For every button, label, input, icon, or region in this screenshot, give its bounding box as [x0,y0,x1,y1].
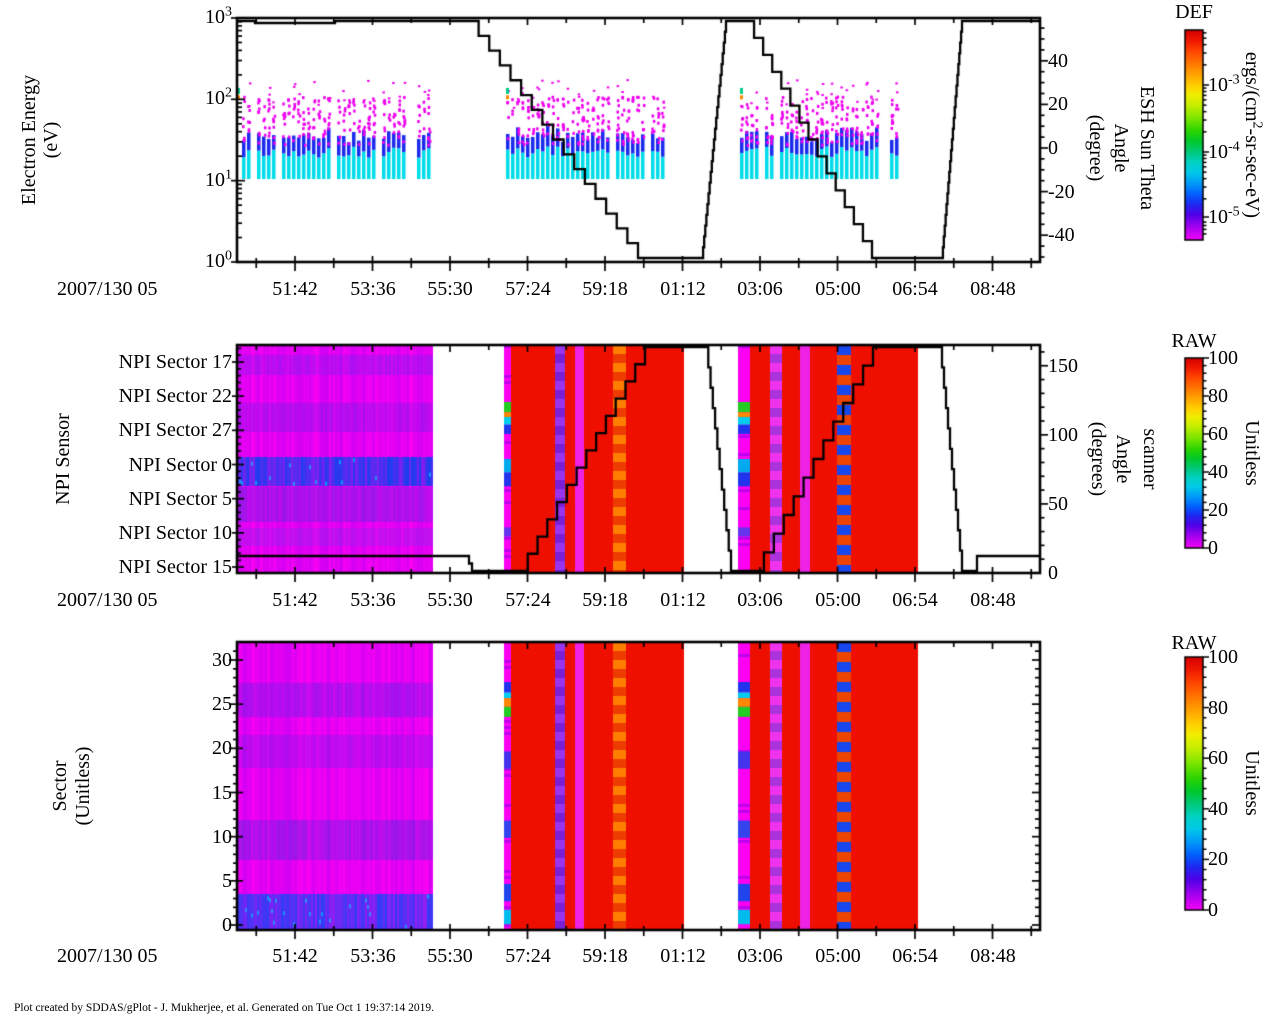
colorbar-tick-label: 0 [1208,899,1218,921]
colorbar-unit-label: Unitless [1241,750,1263,816]
colorbar-unit-label: Unitless [1241,420,1263,486]
right-tick-label: 40 [1048,50,1068,72]
y-tick-label: 0 [222,914,232,936]
x-tick-label: 51:42 [272,278,318,300]
x-tick-label: 05:00 [815,278,861,300]
panel3-left-title-units: (Unitless) [72,746,94,826]
colorbar-tick-label: 80 [1208,385,1228,407]
right-tick-label: 100 [1048,424,1078,446]
right-tick-label: 20 [1048,93,1068,115]
colorbar-tick-label: 80 [1208,697,1228,719]
x-tick-label: 55:30 [427,589,473,611]
colorbar-tick-label: 10-3 [1208,72,1240,96]
panel3-left-title: Sector [49,760,71,812]
panel2-right-title: scanner [1139,428,1161,490]
x-tick-label: 57:24 [505,945,551,967]
footer-credit: Plot created by SDDAS/gPlot - J. Mukherj… [14,1002,435,1014]
date-label: 2007/130 05 [57,589,158,611]
colorbar-title: RAW [1171,330,1217,352]
x-tick-label: 53:36 [350,589,396,611]
x-tick-label: 03:06 [737,589,783,611]
y-tick-label: 5 [222,870,232,892]
y-tick-label: NPI Sector 5 [128,488,232,510]
colorbar-tick-label: 20 [1208,499,1228,521]
colorbar-tick-label: 100 [1208,646,1238,668]
x-tick-label: 51:42 [272,945,318,967]
x-tick-label: 01:12 [660,945,706,967]
colorbar-tick-label: 40 [1208,461,1228,483]
x-tick-label: 55:30 [427,278,473,300]
panel2-right-title-units: (degrees) [1087,421,1109,497]
y-tick-label: 10 [212,826,232,848]
panel1-right-title-units: (degree) [1085,114,1107,182]
y-tick-label: NPI Sector 10 [118,522,232,544]
right-tick-label: 0 [1048,137,1058,159]
x-tick-label: 05:00 [815,589,861,611]
panel2-left-title: NPI Sensor [52,413,74,505]
x-tick-label: 59:18 [582,278,628,300]
colorbar-unit-label: ergs/(cm2-sr-sec-eV) [1241,51,1265,219]
date-label: 2007/130 05 [57,945,158,967]
date-label: 2007/130 05 [57,278,158,300]
x-tick-label: 03:06 [737,945,783,967]
colorbar-title: DEF [1175,1,1213,23]
x-tick-label: 06:54 [892,945,938,967]
colorbar-tick-label: 40 [1208,798,1228,820]
x-tick-label: 53:36 [350,278,396,300]
x-tick-label: 05:00 [815,945,861,967]
x-tick-label: 01:12 [660,589,706,611]
y-tick-label: 102 [205,85,232,109]
y-tick-label: NPI Sector 27 [118,419,232,441]
panel1-right-title-angle: Angle [1110,123,1132,173]
colorbar-tick-label: 100 [1208,347,1238,369]
y-tick-label: NPI Sector 15 [118,556,232,578]
x-tick-label: 53:36 [350,945,396,967]
colorbar-tick-label: 60 [1208,423,1228,445]
right-tick-label: 0 [1048,562,1058,584]
x-tick-label: 08:48 [970,945,1016,967]
x-tick-label: 08:48 [970,278,1016,300]
panel2-right-title-angle: Angle [1112,434,1134,484]
colorbar-tick-label: 20 [1208,848,1228,870]
y-tick-label: 15 [212,782,232,804]
right-tick-label: 50 [1048,493,1068,515]
x-tick-label: 06:54 [892,278,938,300]
right-tick-label: 150 [1048,355,1078,377]
y-tick-label: NPI Sector 0 [128,454,232,476]
y-tick-label: 100 [205,248,232,272]
y-tick-label: NPI Sector 22 [118,385,232,407]
x-tick-label: 51:42 [272,589,318,611]
y-tick-label: 30 [212,649,232,671]
x-tick-label: 57:24 [505,278,551,300]
x-tick-label: 01:12 [660,278,706,300]
y-tick-label: 20 [212,737,232,759]
colorbar-tick-label: 0 [1208,537,1218,559]
x-tick-label: 59:18 [582,589,628,611]
y-tick-label: 101 [205,167,232,191]
right-tick-label: -40 [1048,224,1075,246]
y-tick-label: NPI Sector 17 [118,351,232,373]
y-tick-label: 103 [205,4,232,28]
x-tick-label: 06:54 [892,589,938,611]
panel1-right-title: ESH Sun Theta [1136,85,1158,211]
x-tick-label: 03:06 [737,278,783,300]
x-tick-label: 08:48 [970,589,1016,611]
x-tick-label: 55:30 [427,945,473,967]
colorbar-tick-label: 10-4 [1208,139,1240,163]
right-tick-label: -20 [1048,181,1075,203]
colorbar-title: RAW [1171,632,1217,654]
panel1-left-title-units: (eV) [40,121,62,159]
x-tick-label: 59:18 [582,945,628,967]
x-tick-label: 57:24 [505,589,551,611]
colorbar-tick-label: 60 [1208,747,1228,769]
panel1-left-title: Electron Energy [18,74,40,206]
y-tick-label: 25 [212,693,232,715]
colorbar-tick-label: 10-5 [1208,204,1240,228]
